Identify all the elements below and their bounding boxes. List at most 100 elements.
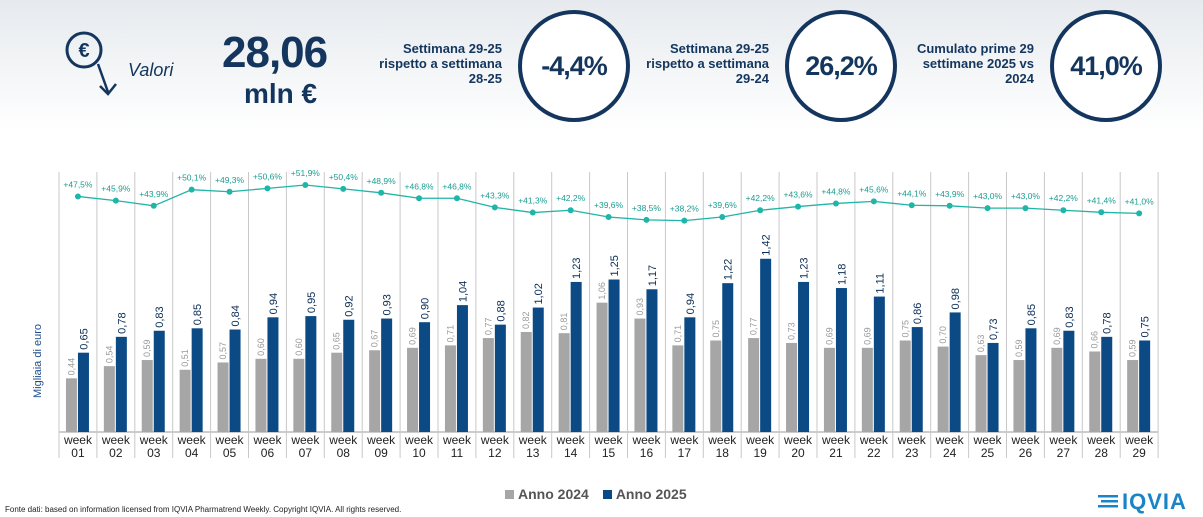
bar-2025 bbox=[987, 342, 999, 432]
bar-2024 bbox=[331, 352, 343, 432]
x-tick-label: week bbox=[783, 433, 813, 447]
bar-2025 bbox=[77, 352, 89, 432]
x-tick-label: 15 bbox=[602, 446, 616, 460]
growth-label: +42,2% bbox=[556, 193, 586, 203]
growth-point bbox=[1098, 209, 1105, 216]
x-tick-label: 17 bbox=[678, 446, 692, 460]
data-label-2024: 1,06 bbox=[597, 282, 607, 300]
x-tick-label: 10 bbox=[412, 446, 426, 460]
bar-2025 bbox=[873, 296, 885, 432]
data-label-2025: 1,02 bbox=[533, 283, 545, 304]
x-tick-label: 11 bbox=[451, 446, 464, 460]
x-tick-label: 14 bbox=[564, 446, 578, 460]
data-label-2025: 0,65 bbox=[78, 328, 90, 349]
bar-2025 bbox=[494, 324, 506, 432]
data-label-2025: 0,83 bbox=[154, 306, 166, 327]
x-tick-label: week bbox=[973, 433, 1003, 447]
data-label-2024: 0,75 bbox=[900, 320, 910, 338]
growth-point bbox=[529, 209, 536, 216]
x-tick-label: week bbox=[897, 433, 927, 447]
data-label-2024: 0,73 bbox=[787, 322, 797, 340]
data-label-2025: 0,94 bbox=[685, 293, 697, 314]
data-label-2025: 1,18 bbox=[836, 264, 848, 285]
data-label-2025: 0,92 bbox=[344, 295, 356, 316]
bar-2024 bbox=[1127, 360, 1139, 432]
bar-2025 bbox=[305, 316, 317, 432]
growth-point bbox=[946, 202, 953, 209]
data-label-2025: 0,85 bbox=[1026, 304, 1038, 325]
bar-2025 bbox=[608, 279, 620, 432]
bar-2025 bbox=[949, 312, 961, 432]
growth-point bbox=[302, 182, 309, 188]
growth-point bbox=[757, 207, 764, 214]
data-label-2025: 0,78 bbox=[1102, 312, 1114, 333]
euro-down-icon: € bbox=[62, 28, 122, 98]
bar-2024 bbox=[634, 318, 646, 432]
kpi-circle-2: 26,2% bbox=[785, 10, 897, 122]
data-label-2024: 0,69 bbox=[862, 327, 872, 345]
kpi-label-3: Cumulato prime 29 settimane 2025 vs 2024 bbox=[916, 41, 1034, 86]
data-label-2025: 1,23 bbox=[571, 258, 583, 279]
growth-label: +45,6% bbox=[859, 184, 889, 194]
data-label-2025: 1,42 bbox=[761, 234, 773, 255]
legend: Anno 2024 Anno 2025 bbox=[505, 486, 701, 502]
x-tick-label: week bbox=[518, 433, 548, 447]
data-label-2025: 0,95 bbox=[306, 292, 318, 313]
growth-label: +50,6% bbox=[253, 171, 283, 181]
growth-point bbox=[567, 207, 574, 214]
x-tick-label: week bbox=[935, 433, 965, 447]
x-tick-label: 04 bbox=[185, 446, 199, 460]
bar-2024 bbox=[179, 369, 191, 432]
bar-2025 bbox=[835, 288, 847, 432]
x-tick-label: 06 bbox=[261, 446, 275, 460]
data-label-2025: 1,11 bbox=[874, 273, 886, 294]
x-tick-label: week bbox=[252, 433, 282, 447]
bar-2025 bbox=[1025, 328, 1037, 432]
bar-2024 bbox=[103, 366, 115, 432]
growth-point bbox=[908, 202, 915, 209]
data-label-2024: 0,57 bbox=[218, 342, 228, 360]
growth-label: +43,0% bbox=[1011, 191, 1041, 201]
data-label-2025: 0,84 bbox=[230, 305, 242, 326]
bar-2025 bbox=[646, 289, 658, 432]
growth-point bbox=[340, 185, 347, 192]
growth-label: +44,8% bbox=[821, 186, 851, 196]
x-tick-label: 26 bbox=[1019, 446, 1033, 460]
bar-2024 bbox=[407, 347, 419, 432]
logo-mark-icon bbox=[1098, 495, 1118, 508]
growth-label: +42,2% bbox=[1049, 193, 1079, 203]
x-tick-label: week bbox=[821, 433, 851, 447]
growth-label: +38,2% bbox=[670, 204, 700, 214]
chart-area: week010,440,65week020,540,78week030,590,… bbox=[58, 168, 1159, 460]
growth-label: +50,4% bbox=[329, 172, 359, 182]
growth-point bbox=[264, 185, 271, 192]
x-tick-label: week bbox=[1086, 433, 1116, 447]
x-tick-label: 08 bbox=[337, 446, 351, 460]
logo-text: IQVIA bbox=[1122, 489, 1187, 514]
bar-2025 bbox=[722, 283, 734, 432]
growth-label: +39,6% bbox=[708, 200, 738, 210]
data-label-2025: 1,25 bbox=[609, 255, 621, 276]
legend-swatch-2025 bbox=[602, 489, 612, 499]
data-label-2024: 0,75 bbox=[711, 320, 721, 338]
data-label-2024: 0,93 bbox=[635, 298, 645, 316]
data-label-2024: 0,71 bbox=[445, 325, 455, 343]
data-label-2024: 0,69 bbox=[824, 327, 834, 345]
growth-label: +43,6% bbox=[784, 190, 814, 200]
bar-2025 bbox=[191, 328, 203, 432]
data-label-2025: 1,23 bbox=[799, 258, 811, 279]
bar-2025 bbox=[267, 317, 279, 432]
bar-2024 bbox=[1013, 360, 1025, 432]
data-label-2024: 0,59 bbox=[1128, 339, 1138, 357]
bar-2025 bbox=[1139, 340, 1151, 432]
bar-2024 bbox=[596, 302, 608, 432]
x-tick-label: week bbox=[63, 433, 93, 447]
data-label-2024: 0,69 bbox=[408, 327, 418, 345]
data-label-2025: 1,04 bbox=[457, 281, 469, 302]
valori-label: Valori bbox=[128, 60, 174, 80]
bar-2025 bbox=[684, 317, 696, 432]
kpi-label-2: Settimana 29-25 rispetto a settimana 29-… bbox=[646, 41, 769, 86]
source-note: Fonte dati: based on information license… bbox=[5, 505, 402, 514]
growth-label: +44,1% bbox=[897, 188, 927, 198]
growth-point bbox=[870, 198, 877, 205]
